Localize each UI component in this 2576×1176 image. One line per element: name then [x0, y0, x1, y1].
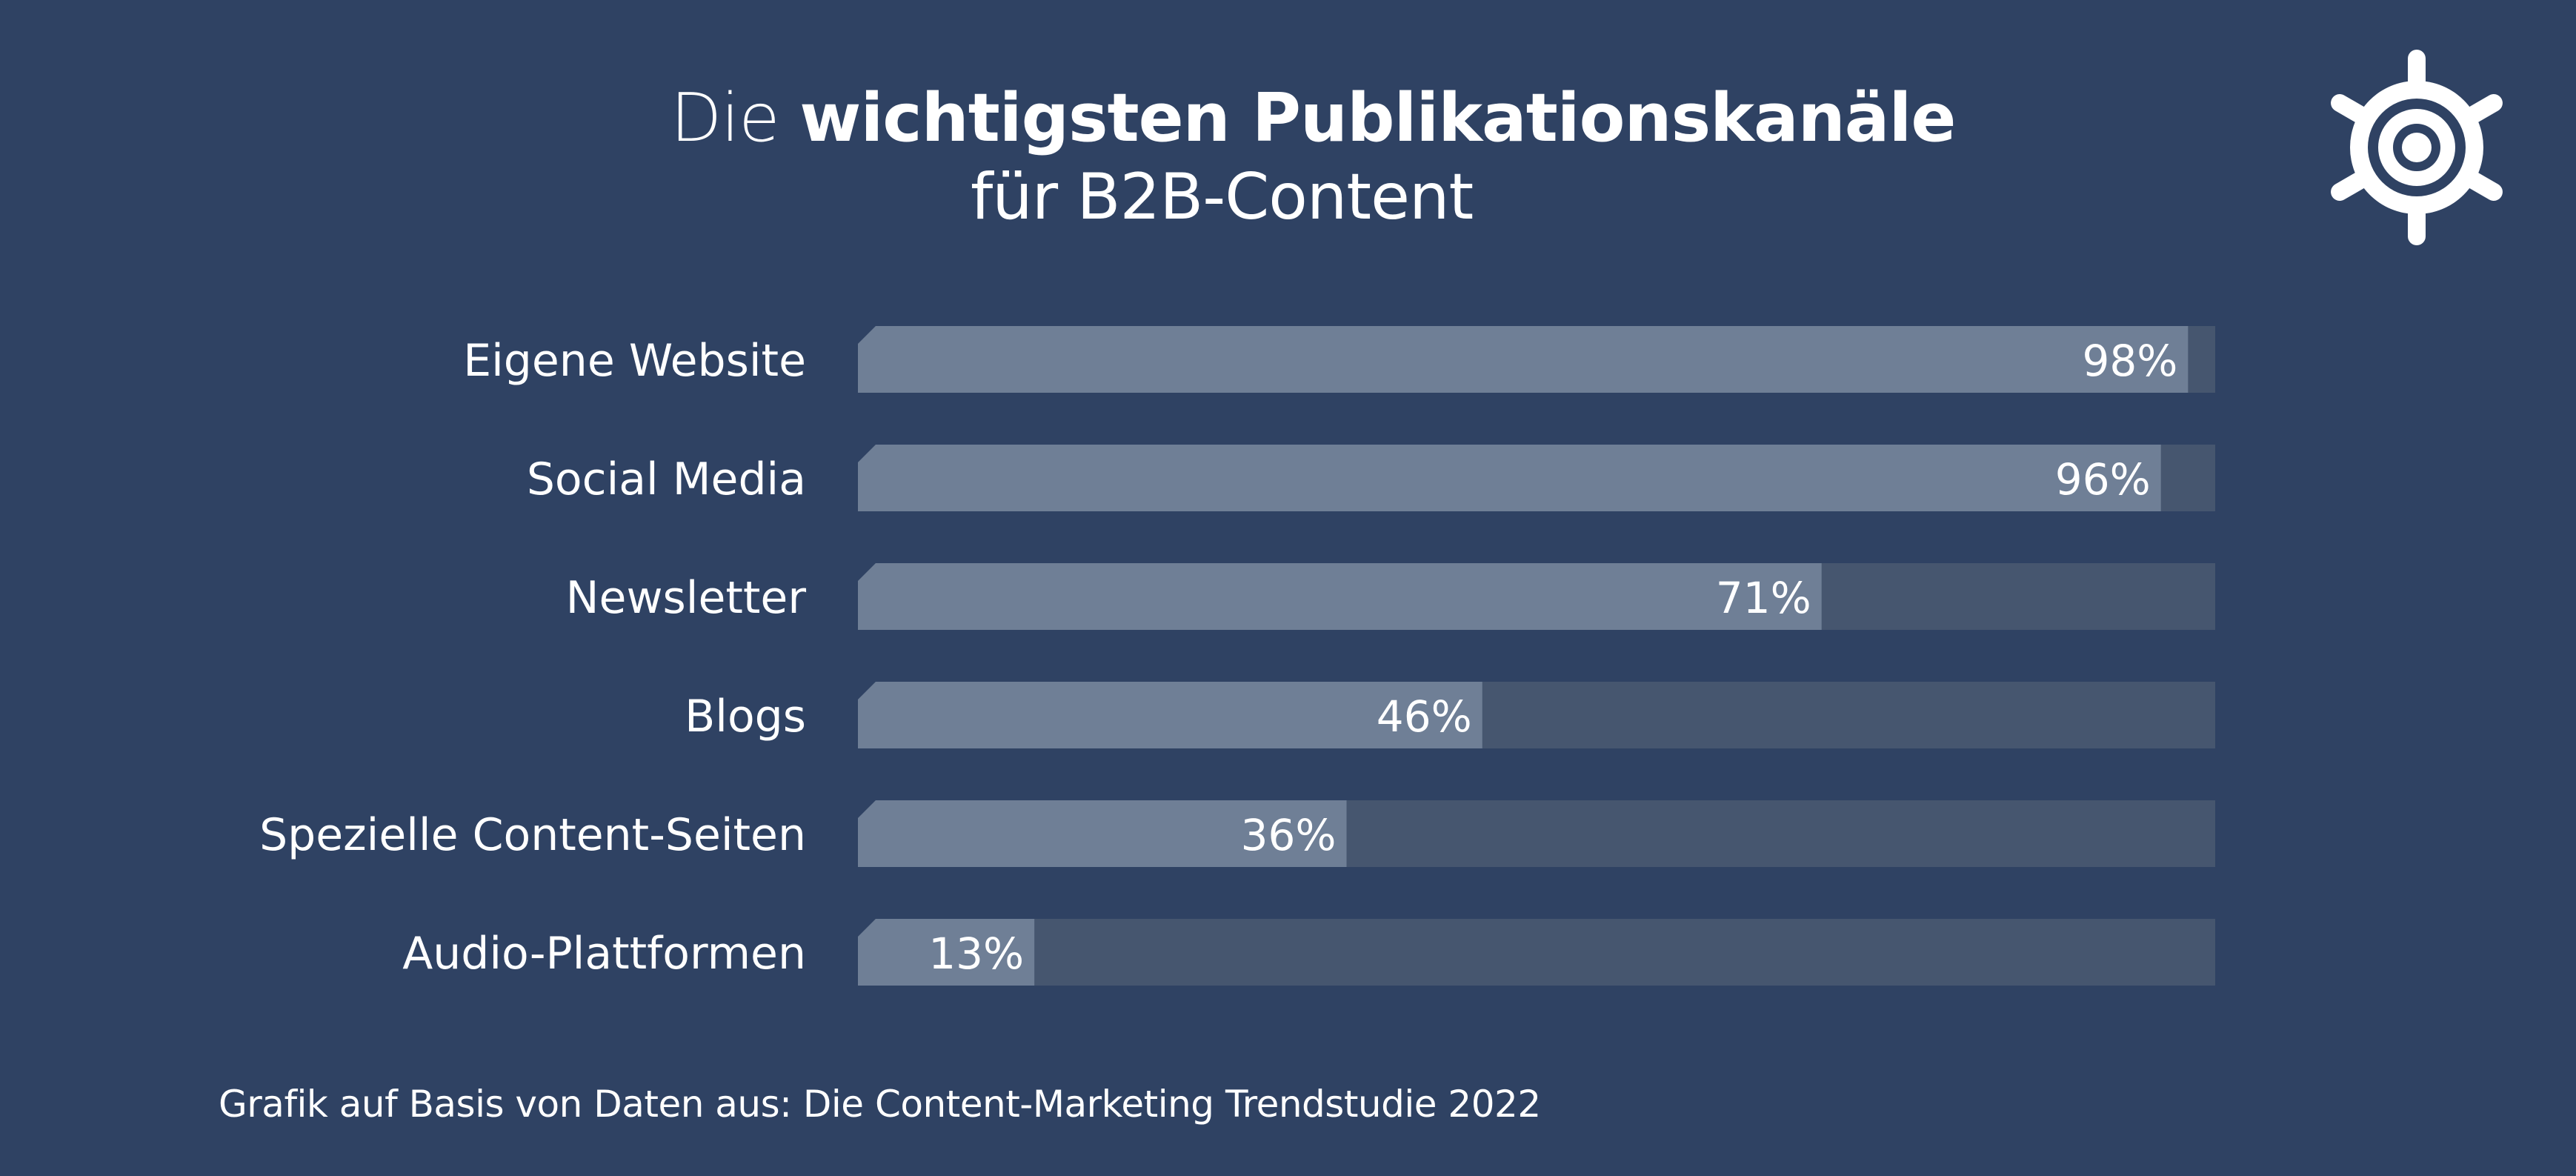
title-prefix: Die: [670, 79, 780, 157]
bar: [858, 682, 1482, 748]
source-note: Grafik auf Basis von Daten aus: Die Cont…: [219, 1083, 1541, 1126]
category-label: Eigene Website: [463, 335, 806, 387]
bar-row: Social Media 96%: [527, 445, 2215, 511]
bar-track: [858, 919, 2215, 986]
bar: [858, 326, 2189, 393]
category-label: Social Media: [527, 454, 806, 505]
title-bold: wichtigsten Publikationskanäle: [799, 79, 1956, 157]
bar-row: Spezielle Content-Seiten 36%: [259, 800, 2215, 867]
bar-row: Eigene Website 98%: [463, 326, 2215, 393]
ship-wheel-logo-graphic: [2331, 50, 2503, 245]
bar: [858, 445, 2161, 511]
bar: [858, 919, 1035, 986]
ship-wheel-icon: [2328, 50, 2506, 245]
title-line-main: Die wichtigsten Publikationskanäle: [670, 78, 1956, 159]
bar: [858, 800, 1347, 867]
bar: [858, 563, 1822, 630]
category-label: Blogs: [685, 691, 806, 743]
bar-row: Blogs 46%: [685, 682, 2215, 748]
bar-row: Audio-Plattformen 13%: [402, 919, 2215, 986]
chart-subtitle: für B2B-Content: [971, 160, 1474, 234]
value-label: 36%: [1241, 810, 1337, 860]
bar-row: Newsletter 71%: [566, 563, 2215, 630]
value-label: 71%: [1716, 573, 1811, 623]
value-label: 13%: [928, 928, 1024, 979]
value-label: 96%: [2055, 454, 2151, 505]
category-label: Audio-Plattformen: [402, 928, 806, 980]
category-label: Newsletter: [566, 572, 807, 624]
category-label: Spezielle Content-Seiten: [259, 809, 806, 861]
value-label: 98%: [2082, 336, 2177, 386]
value-label: 46%: [1377, 691, 1472, 742]
